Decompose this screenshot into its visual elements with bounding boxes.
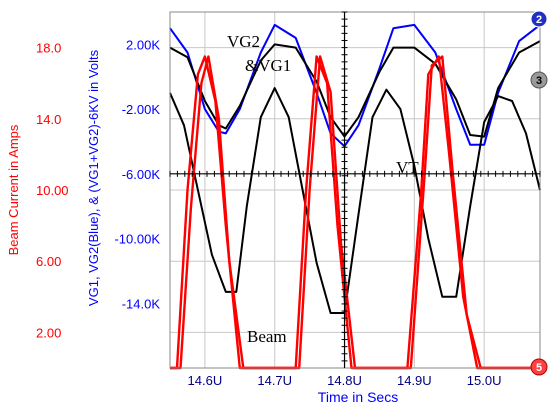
y-beam-tick-label: 14.0	[36, 112, 61, 127]
y-beam-tick-label: 18.0	[36, 41, 61, 56]
marker-2[interactable]: 2	[530, 10, 548, 28]
series-line-2	[169, 87, 541, 314]
x-tick-label: 14.9U	[397, 373, 432, 388]
x-tick-label: 15.0U	[467, 373, 502, 388]
y-volt-tick-label: -2.00K	[122, 102, 161, 117]
annotation-beam: Beam	[247, 327, 287, 346]
annotation-vg1: &VG1	[245, 56, 291, 75]
series-line-4	[170, 55, 540, 370]
svg-text:3: 3	[536, 75, 542, 87]
annotation-vg2: VG2	[227, 32, 260, 51]
y-beam-tick-label: 10.00	[36, 183, 69, 198]
marker-3[interactable]: 3	[530, 71, 548, 89]
y-volt-tick-label: -14.0K	[122, 296, 161, 311]
x-axis-title: Time in Secs	[318, 389, 398, 405]
plot-frame	[169, 11, 541, 369]
annotation-vt: VT	[396, 158, 419, 177]
y-axis-title-beam: Beam Current in Amps	[6, 124, 21, 255]
x-tick-label: 14.6U	[188, 373, 223, 388]
y-axis-title-volts: VG1, VG2(Blue), & (VG1+VG2)-6KV in Volts	[86, 49, 101, 306]
y-volt-tick-label: -10.00K	[114, 232, 160, 247]
y-beam-tick-label: 6.00	[36, 254, 61, 269]
y-volt-tick-label: 2.00K	[126, 37, 160, 52]
svg-text:5: 5	[536, 362, 542, 374]
x-tick-label: 14.8U	[327, 373, 362, 388]
x-tick-label: 14.7U	[257, 373, 292, 388]
series-layer	[169, 23, 541, 370]
axes: 18.0 14.0 10.00 6.00 2.00 2.00K -2.00K -6.00K -1…	[36, 11, 541, 388]
svg-text:2: 2	[536, 14, 542, 26]
grid	[170, 12, 540, 368]
marker-5[interactable]: 5	[530, 358, 548, 376]
y-volt-tick-label: -6.00K	[122, 167, 161, 182]
y-beam-tick-label: 2.00	[36, 325, 61, 340]
